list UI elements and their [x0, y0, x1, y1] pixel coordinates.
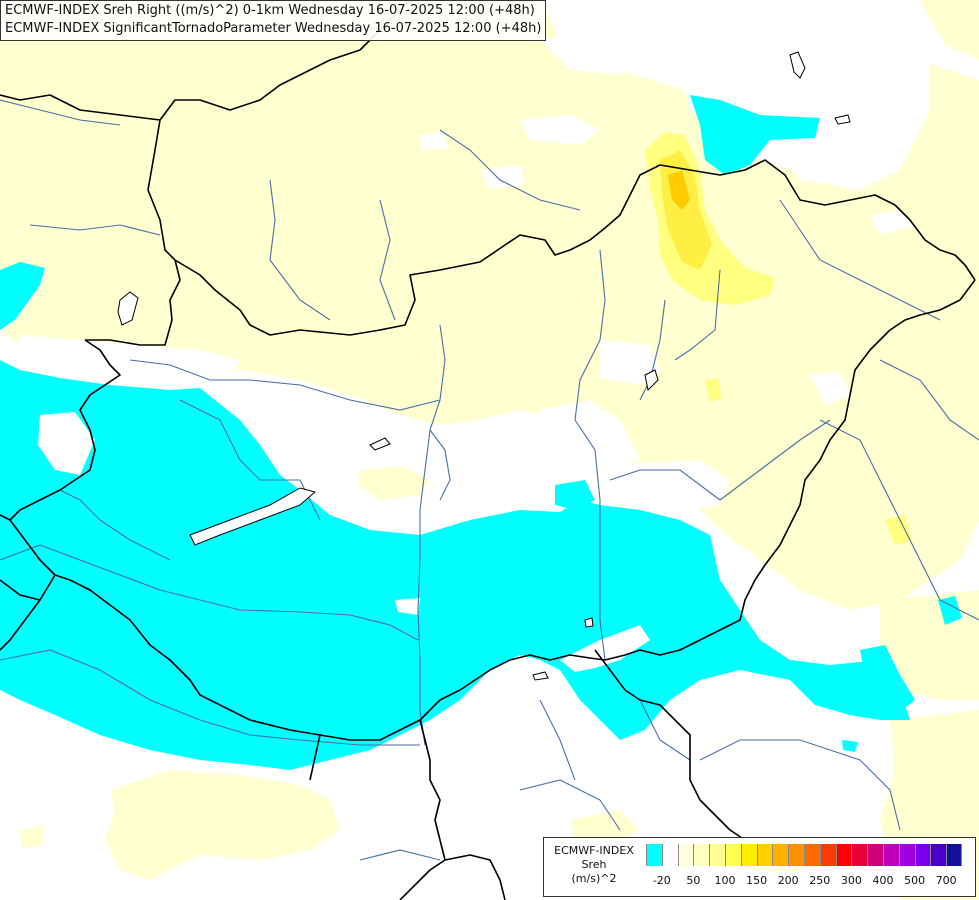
legend-color-bar	[646, 844, 962, 866]
legend-swatch	[772, 844, 789, 866]
legend-tick-label: 250	[809, 874, 831, 887]
legend-tick-label: 500	[904, 874, 926, 887]
legend-swatch	[835, 844, 852, 866]
legend-title-line-3: (m/s)^2	[571, 872, 617, 885]
legend-swatch	[788, 844, 804, 866]
legend-title-line-1: ECMWF-INDEX	[554, 844, 634, 857]
legend-tick-labels: -20 50 100 150 200 250 300 400 500 700	[646, 874, 966, 890]
legend-swatch	[724, 844, 741, 866]
lakes	[117, 51, 851, 681]
legend-swatch	[803, 844, 820, 866]
legend-swatch	[693, 844, 710, 866]
color-legend: ECMWF-INDEX Sreh (m/s)^2 -20 50 100 150 200 2…	[543, 837, 976, 897]
legend-swatch	[898, 844, 915, 866]
legend-swatch	[677, 844, 694, 866]
legend-title-line-2: Sreh	[581, 858, 607, 871]
legend-tick-label: -20	[652, 874, 671, 887]
legend-swatch	[819, 844, 836, 866]
legend-swatch	[740, 844, 757, 866]
legend-tick-label: 300	[840, 874, 862, 887]
legend-tick-label: 200	[777, 874, 799, 887]
white-gaps	[15, 30, 930, 515]
legend-swatch	[756, 844, 773, 866]
legend-swatch	[946, 844, 962, 866]
map-title-box: ECMWF-INDEX Sreh Right ((m/s)^2) 0-1km W…	[0, 0, 547, 41]
legend-swatch	[867, 844, 883, 866]
legend-tick-label: 400	[872, 874, 894, 887]
legend-title: ECMWF-INDEX Sreh (m/s)^2	[548, 844, 640, 886]
cyan-field	[0, 95, 962, 770]
legend-tick-label: 100	[714, 874, 736, 887]
legend-swatch	[661, 844, 678, 866]
yellow-cores	[645, 132, 912, 545]
legend-swatch	[914, 844, 931, 866]
map-title-line-2: ECMWF-INDEX SignificantTornadoParameter …	[5, 21, 542, 36]
map-title-line-1: ECMWF-INDEX Sreh Right ((m/s)^2) 0-1km W…	[5, 3, 535, 18]
legend-tick-label: 150	[746, 874, 768, 887]
legend-tick-label: 700	[935, 874, 957, 887]
legend-swatch	[882, 844, 899, 866]
rivers	[0, 99, 979, 861]
legend-swatch	[646, 844, 662, 866]
legend-tick-label: 50	[686, 874, 701, 887]
legend-swatch	[930, 844, 947, 866]
cyan-holes	[38, 412, 650, 672]
legend-swatch	[709, 844, 725, 866]
legend-swatch	[851, 844, 868, 866]
